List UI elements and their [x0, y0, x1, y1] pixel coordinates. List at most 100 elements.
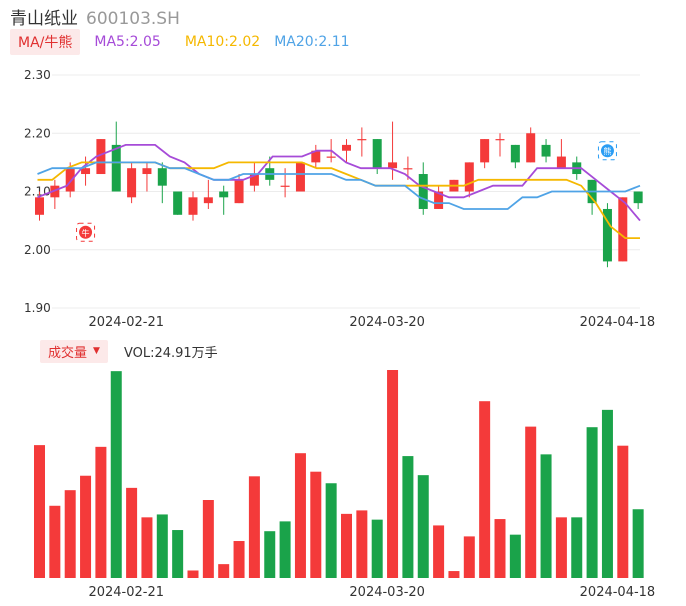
- candle-body: [65, 168, 75, 192]
- candle-body: [311, 150, 321, 163]
- y-tick-label: 2.30: [24, 68, 51, 82]
- marker-dot: [79, 225, 93, 239]
- signal-markers: 牛熊: [76, 141, 617, 242]
- candle-body: [219, 191, 229, 198]
- volume-bar: [294, 453, 306, 578]
- volume-bar: [601, 409, 613, 578]
- ma10-legend: MA10:2.02: [184, 34, 261, 50]
- candle-body: [203, 197, 213, 204]
- candle-body: [96, 139, 106, 175]
- volume-bar: [310, 471, 322, 578]
- volume-bar: [417, 475, 429, 578]
- y-tick-label: 2.00: [24, 243, 51, 257]
- price-x-tick-label: 2024-03-20: [349, 315, 425, 330]
- ma-indicator-selector[interactable]: MA/牛熊: [10, 29, 81, 55]
- volume-bar: [141, 517, 153, 578]
- volume-bar: [371, 519, 383, 578]
- volume-bar: [479, 401, 491, 578]
- candle: [311, 144, 321, 169]
- marker-label: 牛: [82, 228, 90, 238]
- candle: [173, 191, 183, 215]
- volume-bar: [233, 541, 245, 578]
- volume-bar: [80, 475, 92, 578]
- candle-body: [464, 162, 474, 192]
- stock-code: 600103.SH: [86, 9, 180, 29]
- volume-bar: [218, 564, 230, 578]
- candle-body: [495, 139, 505, 141]
- candle-body: [326, 156, 336, 158]
- marker-label: 熊: [603, 146, 611, 156]
- candle-body: [342, 144, 351, 151]
- volume-value: VOL:24.91万手: [123, 345, 218, 361]
- price-grid: [52, 74, 640, 309]
- volume-bar: [571, 517, 583, 578]
- volume-bar: [187, 570, 199, 578]
- volume-bar: [402, 456, 414, 578]
- volume-bar: [540, 454, 552, 578]
- volume-x-tick-label: 2024-04-18: [580, 585, 656, 600]
- candle: [342, 139, 351, 163]
- candle-body: [510, 144, 520, 163]
- candle: [111, 121, 121, 192]
- candle: [418, 162, 428, 215]
- candle: [234, 174, 244, 204]
- volume-bar: [110, 371, 122, 578]
- candle-body: [249, 174, 259, 186]
- candle: [510, 144, 520, 169]
- volume-x-tick-label: 2024-02-21: [88, 585, 164, 600]
- candle-body: [111, 144, 121, 192]
- candle: [127, 162, 137, 204]
- y-tick-label: 2.20: [24, 126, 51, 140]
- candle: [602, 203, 612, 268]
- candle-body: [50, 185, 60, 198]
- volume-bar: [494, 519, 506, 578]
- volume-bar: [64, 490, 76, 578]
- candle: [495, 133, 505, 157]
- candle-body: [295, 162, 305, 192]
- candle: [280, 168, 290, 198]
- candle-body: [35, 197, 44, 215]
- candle: [81, 156, 91, 186]
- candle-body: [142, 168, 152, 175]
- candle: [480, 139, 490, 169]
- stock-header: 青山纸业 600103.SH: [10, 4, 180, 29]
- candle-body: [372, 139, 382, 169]
- candle: [388, 121, 398, 180]
- ma-legend: MA/牛熊 MA5:2.05 MA10:2.02 MA20:2.11: [10, 29, 350, 55]
- marker-dot: [600, 144, 614, 158]
- stock-name: 青山纸业: [10, 9, 78, 29]
- volume-bar: [632, 509, 644, 578]
- volume-bar: [341, 513, 352, 578]
- candle-body: [526, 133, 536, 163]
- caret-down-icon: ▼: [93, 346, 100, 356]
- candle-body: [280, 185, 290, 187]
- volume-bar: [555, 517, 567, 578]
- date-axis: 2024-02-21 2024-02-21 2024-03-20 2024-03-20…: [88, 315, 655, 600]
- volume-bar: [248, 476, 260, 578]
- ma20-line: [37, 161, 641, 210]
- signal-marker: 牛: [76, 222, 96, 242]
- candle: [464, 162, 474, 198]
- candle: [526, 127, 536, 163]
- candle-body: [403, 168, 413, 170]
- candle: [219, 185, 229, 215]
- volume-indicator-selector[interactable]: 成交量 ▼: [40, 339, 108, 363]
- volume-bar: [509, 534, 521, 578]
- candle: [157, 162, 167, 204]
- candle-body: [127, 168, 137, 198]
- volume-bar: [172, 530, 184, 578]
- volume-bar: [586, 427, 598, 578]
- volume-bar: [433, 525, 445, 578]
- candle-body: [633, 191, 643, 204]
- volume-bar: [325, 483, 337, 578]
- candle-body: [234, 179, 244, 204]
- ma5-line: [37, 143, 641, 222]
- volume-bar: [156, 514, 168, 578]
- candle: [618, 197, 628, 262]
- volume-bar: [34, 445, 45, 578]
- candle-body: [541, 144, 551, 157]
- volume-x-tick-label: 2024-03-20: [349, 585, 425, 600]
- volume-bar: [387, 370, 399, 578]
- volume-bar: [49, 505, 61, 578]
